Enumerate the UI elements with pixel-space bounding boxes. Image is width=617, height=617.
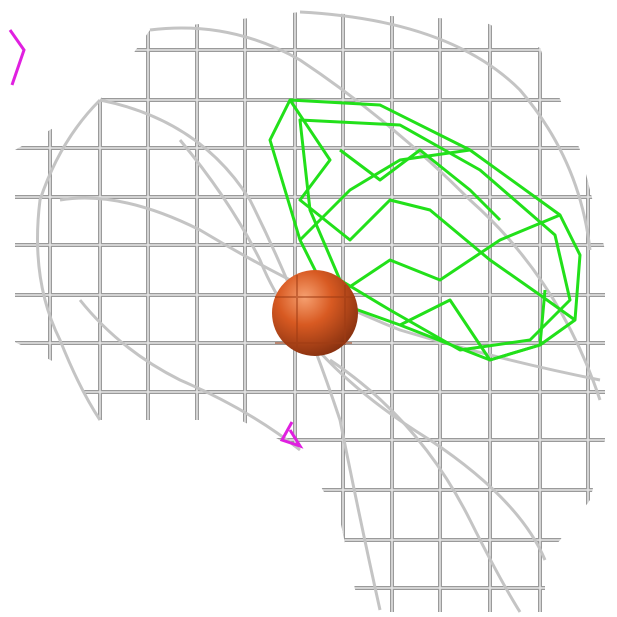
magenta-mark bbox=[8, 29, 26, 86]
mesh-curve bbox=[299, 10, 592, 251]
mesh-curve bbox=[329, 358, 522, 613]
sphere-mesh bbox=[275, 275, 355, 352]
green-strand bbox=[399, 289, 547, 362]
green-strand bbox=[339, 148, 502, 222]
mesh-curve bbox=[78, 299, 301, 452]
magenta-mark bbox=[279, 421, 304, 449]
green-strand bbox=[288, 99, 576, 322]
green-outline bbox=[298, 118, 572, 352]
mesh-curve bbox=[36, 98, 102, 421]
green-mesh bbox=[268, 98, 582, 362]
magenta-marks bbox=[8, 29, 304, 449]
green-strand bbox=[329, 213, 561, 302]
mesh-curve bbox=[149, 26, 602, 401]
sphere bbox=[272, 270, 358, 356]
mesh-curve bbox=[178, 139, 547, 561]
